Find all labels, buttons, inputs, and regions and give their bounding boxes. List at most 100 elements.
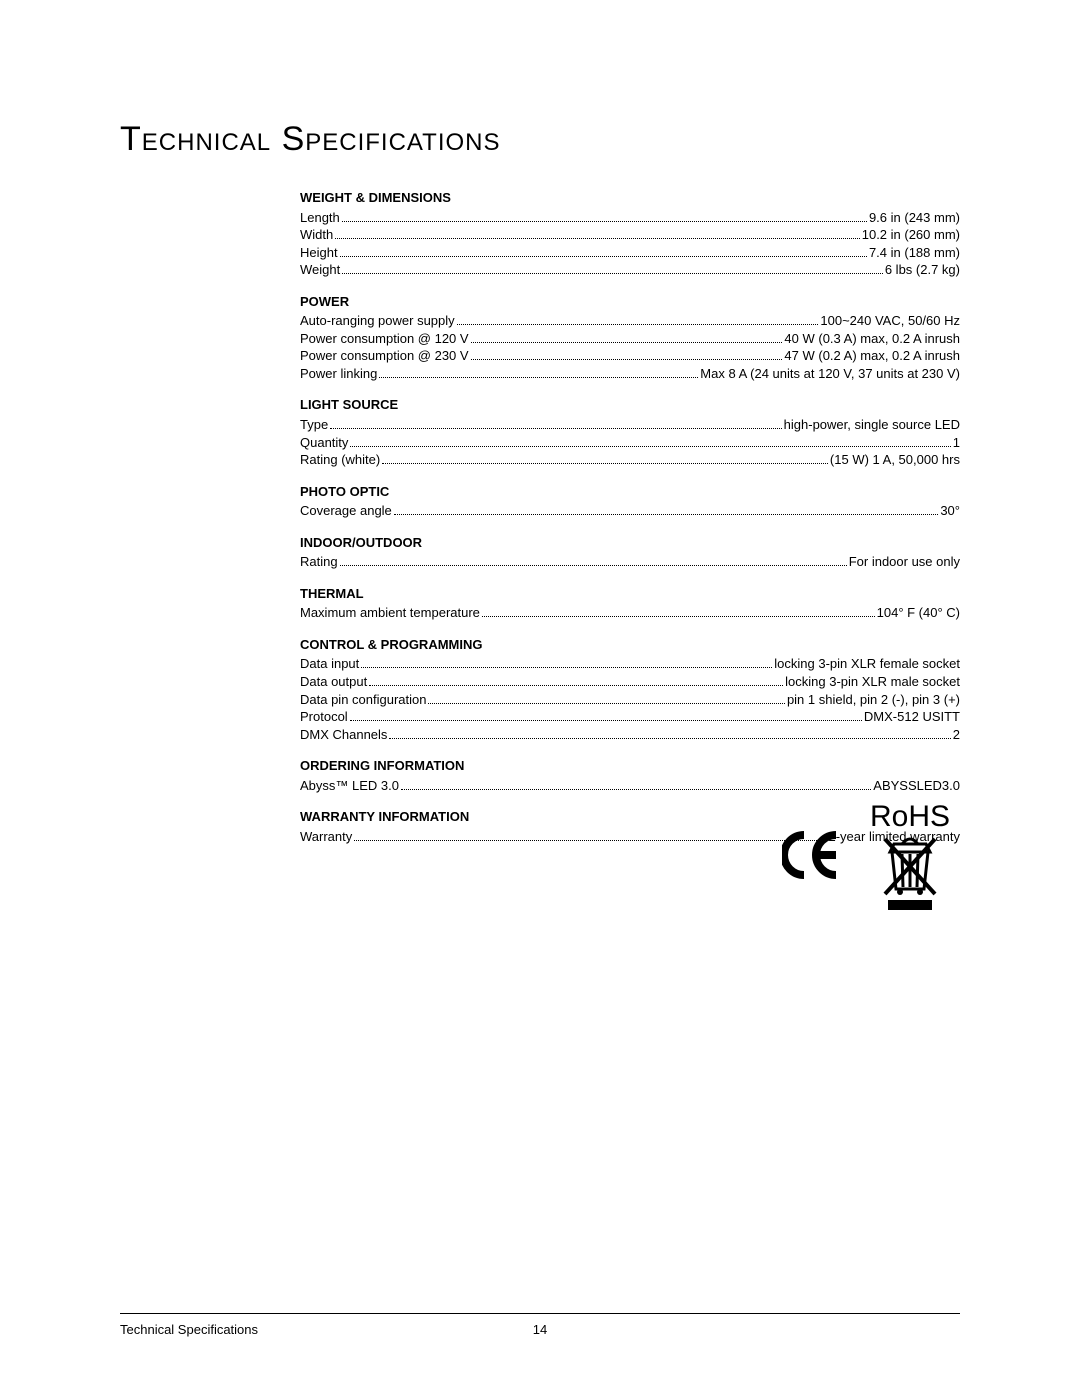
- rohs-label: RoHS: [870, 800, 950, 834]
- spec-value: (15 W) 1 A, 50,000 hrs: [830, 451, 960, 469]
- dot-leader: [335, 238, 860, 239]
- spec-value: 40 W (0.3 A) max, 0.2 A inrush: [784, 330, 960, 348]
- spec-row: Type high-power, single source LED: [300, 416, 960, 434]
- weee-rohs-icon: RoHS: [870, 800, 950, 914]
- spec-row: Power consumption @ 230 V 47 W (0.2 A) m…: [300, 347, 960, 365]
- dot-leader: [342, 221, 867, 222]
- spec-row: Power linking Max 8 A (24 units at 120 V…: [300, 365, 960, 383]
- spec-row: Data output locking 3-pin XLR male socke…: [300, 673, 960, 691]
- dot-leader: [471, 359, 783, 360]
- spec-label: Weight: [300, 261, 340, 279]
- spec-value: 104° F (40° C): [877, 604, 960, 622]
- spec-label: Rating: [300, 553, 338, 571]
- dot-leader: [457, 324, 819, 325]
- ce-mark-icon: [782, 830, 852, 885]
- spec-label: Coverage angle: [300, 502, 392, 520]
- spec-label: Data input: [300, 655, 359, 673]
- spec-value: locking 3-pin XLR female socket: [774, 655, 960, 673]
- dot-leader: [350, 720, 862, 721]
- spec-row: Coverage angle 30°: [300, 502, 960, 520]
- spec-value: ABYSSLED3.0: [873, 777, 960, 795]
- dot-leader: [361, 667, 772, 668]
- spec-value: 1: [953, 434, 960, 452]
- spec-label: Length: [300, 209, 340, 227]
- dot-leader: [342, 273, 883, 274]
- footer-spacer: [547, 1322, 960, 1337]
- spec-label: Auto-ranging power supply: [300, 312, 455, 330]
- spec-row: Quantity 1: [300, 434, 960, 452]
- page-title: Technical Specifications: [120, 120, 960, 159]
- spec-row: Weight 6 lbs (2.7 kg): [300, 261, 960, 279]
- page: Technical Specifications WEIGHT & DIMENS…: [0, 0, 1080, 1397]
- spec-label: Data output: [300, 673, 367, 691]
- compliance-logos: RoHS: [782, 800, 950, 914]
- spec-value: 47 W (0.2 A) max, 0.2 A inrush: [784, 347, 960, 365]
- spec-value: 100~240 VAC, 50/60 Hz: [820, 312, 960, 330]
- dot-leader: [340, 565, 847, 566]
- spec-label: Warranty: [300, 828, 352, 846]
- dot-leader: [394, 514, 939, 515]
- spec-row: Length 9.6 in (243 mm): [300, 209, 960, 227]
- spec-row: Auto-ranging power supply 100~240 VAC, 5…: [300, 312, 960, 330]
- dot-leader: [340, 256, 867, 257]
- spec-value: locking 3-pin XLR male socket: [785, 673, 960, 691]
- spec-value: 30°: [940, 502, 960, 520]
- dot-leader: [382, 463, 828, 464]
- spec-label: Protocol: [300, 708, 348, 726]
- spec-value: 10.2 in (260 mm): [862, 226, 960, 244]
- spec-value: 2: [953, 726, 960, 744]
- section-heading: PHOTO OPTIC: [300, 483, 960, 501]
- spec-row: Maximum ambient temperature 104° F (40° …: [300, 604, 960, 622]
- dot-leader: [330, 428, 781, 429]
- spec-value: DMX-512 USITT: [864, 708, 960, 726]
- dot-leader: [389, 738, 950, 739]
- spec-label: Width: [300, 226, 333, 244]
- section-heading: CONTROL & PROGRAMMING: [300, 636, 960, 654]
- spec-label: Rating (white): [300, 451, 380, 469]
- dot-leader: [379, 377, 698, 378]
- dot-leader: [401, 789, 871, 790]
- footer-page-number: 14: [533, 1322, 547, 1337]
- dot-leader: [471, 342, 783, 343]
- dot-leader: [350, 446, 950, 447]
- spec-row: Power consumption @ 120 V 40 W (0.3 A) m…: [300, 330, 960, 348]
- spec-row: Rating (white) (15 W) 1 A, 50,000 hrs: [300, 451, 960, 469]
- dot-leader: [428, 703, 784, 704]
- section-heading: POWER: [300, 293, 960, 311]
- page-footer: Technical Specifications 14: [120, 1313, 960, 1337]
- spec-row: Height 7.4 in (188 mm): [300, 244, 960, 262]
- spec-label: Data pin configuration: [300, 691, 426, 709]
- spec-value: Max 8 A (24 units at 120 V, 37 units at …: [700, 365, 960, 383]
- spec-row: Width 10.2 in (260 mm): [300, 226, 960, 244]
- dot-leader: [354, 840, 826, 841]
- spec-label: Power linking: [300, 365, 377, 383]
- spec-value: For indoor use only: [849, 553, 960, 571]
- section-heading: LIGHT SOURCE: [300, 396, 960, 414]
- spec-value: 9.6 in (243 mm): [869, 209, 960, 227]
- spec-row: Data input locking 3-pin XLR female sock…: [300, 655, 960, 673]
- spec-row: Abyss™ LED 3.0 ABYSSLED3.0: [300, 777, 960, 795]
- spec-value: 6 lbs (2.7 kg): [885, 261, 960, 279]
- dot-leader: [369, 685, 783, 686]
- spec-value: high-power, single source LED: [784, 416, 960, 434]
- spec-row: DMX Channels 2: [300, 726, 960, 744]
- section-heading: INDOOR/OUTDOOR: [300, 534, 960, 552]
- spec-row: Rating For indoor use only: [300, 553, 960, 571]
- spec-label: Abyss™ LED 3.0: [300, 777, 399, 795]
- section-heading: WEIGHT & DIMENSIONS: [300, 189, 960, 207]
- spec-label: Type: [300, 416, 328, 434]
- spec-label: DMX Channels: [300, 726, 387, 744]
- section-heading: ORDERING INFORMATION: [300, 757, 960, 775]
- spec-label: Height: [300, 244, 338, 262]
- footer-section-name: Technical Specifications: [120, 1322, 533, 1337]
- specs-container: WEIGHT & DIMENSIONS Length 9.6 in (243 mm…: [300, 189, 960, 845]
- spec-label: Quantity: [300, 434, 348, 452]
- spec-label: Power consumption @ 120 V: [300, 330, 469, 348]
- section-heading: THERMAL: [300, 585, 960, 603]
- spec-row: Protocol DMX-512 USITT: [300, 708, 960, 726]
- spec-row: Data pin configuration pin 1 shield, pin…: [300, 691, 960, 709]
- spec-value: pin 1 shield, pin 2 (-), pin 3 (+): [787, 691, 960, 709]
- spec-value: 7.4 in (188 mm): [869, 244, 960, 262]
- spec-label: Power consumption @ 230 V: [300, 347, 469, 365]
- spec-label: Maximum ambient temperature: [300, 604, 480, 622]
